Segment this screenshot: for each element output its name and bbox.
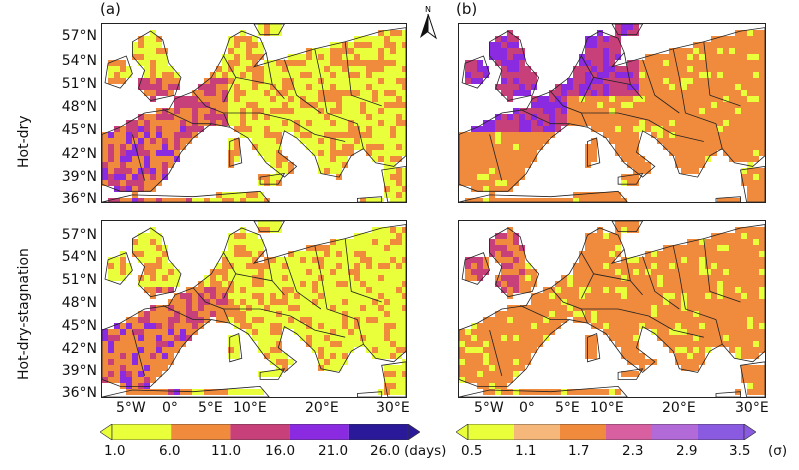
north-arrow-letter: N [425, 5, 431, 14]
lon-tick-5w: 5°W [474, 400, 504, 416]
map-panel-b-hot-dry-stagnation [458, 220, 766, 398]
lon-tick-10e: 10°E [233, 400, 267, 416]
row-label-hot-dry-stagnation: Hot-dry-stagnation [16, 248, 32, 380]
colorbar-a-tick: 21.0 [318, 443, 349, 459]
lon-tick-5e: 5°E [198, 400, 223, 416]
colorbar-a-tick: 26.0 [370, 443, 401, 459]
lat-tick-51: 51°N [61, 272, 97, 288]
colorbar-a-tick: 6.0 [159, 443, 181, 459]
lon-tick-5w: 5°W [116, 400, 146, 416]
lat-tick-45: 45°N [61, 318, 97, 334]
colorbar-a-tick: 16.0 [265, 443, 296, 459]
lat-tick-54: 54°N [61, 53, 97, 69]
colorbar-a [99, 423, 421, 441]
lon-tick-5e: 5°E [555, 400, 580, 416]
lat-tick-36: 36°N [61, 385, 97, 401]
colorbar-b-unit: (σ) [768, 443, 788, 459]
lat-tick-42: 42°N [61, 341, 97, 357]
north-arrow-icon: N [417, 2, 439, 42]
row-label-hot-dry: Hot-dry [16, 115, 32, 168]
map-panel-a-hot-dry [101, 23, 407, 203]
lon-tick-0: 0° [519, 400, 535, 416]
lat-tick-48: 48°N [61, 295, 97, 311]
lat-tick-39: 39°N [61, 169, 97, 185]
map-panel-a-hot-dry-stagnation [101, 220, 407, 398]
map-panel-b-hot-dry [458, 23, 766, 203]
lat-tick-45: 45°N [61, 122, 97, 138]
lat-tick-51: 51°N [61, 76, 97, 92]
lon-tick-30e: 30°E [735, 400, 769, 416]
colorbar-a-tick: 1.0 [104, 443, 126, 459]
panel-label-b: (b) [456, 0, 478, 18]
colorbar-a-tick: 11.0 [211, 443, 242, 459]
lon-tick-20e: 20°E [305, 400, 339, 416]
colorbar-b-tick: 0.5 [461, 443, 483, 459]
lat-tick-57: 57°N [61, 227, 97, 243]
lat-tick-42: 42°N [61, 146, 97, 162]
colorbar-b-tick: 2.9 [676, 443, 698, 459]
panel-label-a: (a) [100, 0, 121, 18]
lon-tick-30e: 30°E [376, 400, 410, 416]
lon-tick-20e: 20°E [662, 400, 696, 416]
colorbar-a-unit: (days) [404, 443, 447, 459]
colorbar-b-tick: 2.3 [622, 443, 644, 459]
lon-tick-0: 0° [162, 400, 178, 416]
lat-tick-54: 54°N [61, 249, 97, 265]
lat-tick-57: 57°N [61, 28, 97, 44]
colorbar-b-tick: 1.1 [515, 443, 537, 459]
colorbar-b-tick: 3.5 [729, 443, 751, 459]
colorbar-b-tick: 1.7 [568, 443, 590, 459]
lon-tick-10e: 10°E [590, 400, 624, 416]
colorbar-b [455, 423, 757, 441]
lat-tick-36: 36°N [61, 191, 97, 207]
lat-tick-48: 48°N [61, 99, 97, 115]
lat-tick-39: 39°N [61, 363, 97, 379]
